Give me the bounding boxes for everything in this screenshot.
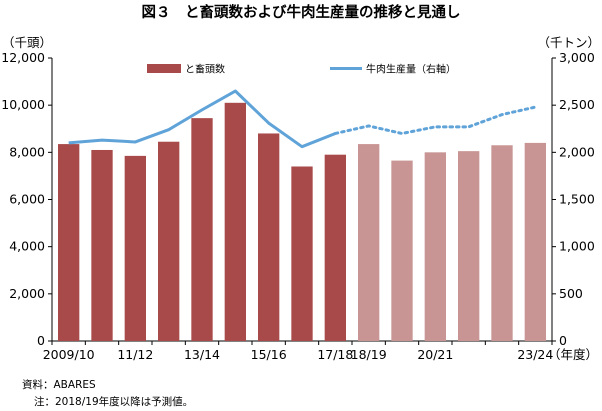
bar xyxy=(91,149,113,341)
x-tick-label: 17/18 xyxy=(317,347,353,362)
x-tick-label: 2009/10 xyxy=(43,347,95,362)
line-series-forecast xyxy=(333,105,537,135)
left-tick-label: 0 xyxy=(37,333,45,348)
bar xyxy=(291,166,313,341)
line-series-actual xyxy=(68,89,336,149)
right-tick-label: 0 xyxy=(559,333,567,348)
bar xyxy=(491,145,513,341)
left-tick-label: 8,000 xyxy=(9,144,45,159)
bar xyxy=(524,142,546,341)
bar xyxy=(391,160,413,341)
bar xyxy=(324,154,346,341)
left-tick-label: 6,000 xyxy=(9,192,45,207)
right-tick-label: 1,000 xyxy=(559,239,595,254)
right-tick-label: 2,000 xyxy=(559,144,595,159)
left-tick-label: 10,000 xyxy=(1,97,45,112)
legend-swatch-bars xyxy=(147,64,181,73)
bar xyxy=(191,118,213,341)
left-tick-label: 2,000 xyxy=(9,286,45,301)
bar xyxy=(458,151,480,341)
bar xyxy=(424,152,446,341)
right-tick-label: 2,500 xyxy=(559,97,595,112)
x-tick-label: 11/12 xyxy=(117,347,153,362)
bar xyxy=(124,155,146,341)
right-tick-label: 1,500 xyxy=(559,192,595,207)
x-tick-label: 23/24 xyxy=(517,347,553,362)
x-tick-label: 15/16 xyxy=(251,347,287,362)
bar xyxy=(158,141,180,341)
legend-label-bars: と畜頭数 xyxy=(185,63,225,76)
legend-label-line: 牛肉生産量（右軸） xyxy=(366,63,456,76)
left-tick-label: 4,000 xyxy=(9,239,45,254)
source-note: 資料：ABARES xyxy=(22,378,96,391)
x-tick-label: 18/19 xyxy=(351,347,387,362)
plot-area: 0 2,000 4,000 6,000 8,000 10,000 12,000 0 500 1,0… xyxy=(1,50,595,362)
forecast-note: 注：2018/19年度以降は予測値。 xyxy=(34,395,193,408)
bar xyxy=(358,144,380,341)
bar xyxy=(58,144,80,341)
chart-title: 図３ と畜頭数および牛肉生産量の推移と見通し xyxy=(142,3,461,21)
x-axis-unit: （年度） xyxy=(548,347,598,362)
bar xyxy=(224,102,246,341)
right-tick-label: 3,000 xyxy=(559,50,595,65)
x-tick-label: 13/14 xyxy=(184,347,220,362)
right-tick-label: 500 xyxy=(559,286,583,301)
x-tick-label: 20/21 xyxy=(417,347,453,362)
bar xyxy=(258,133,280,341)
right-axis-unit: （千トン） xyxy=(537,35,600,50)
left-axis-unit: （千頭） xyxy=(2,35,52,50)
left-tick-label: 12,000 xyxy=(1,50,45,65)
